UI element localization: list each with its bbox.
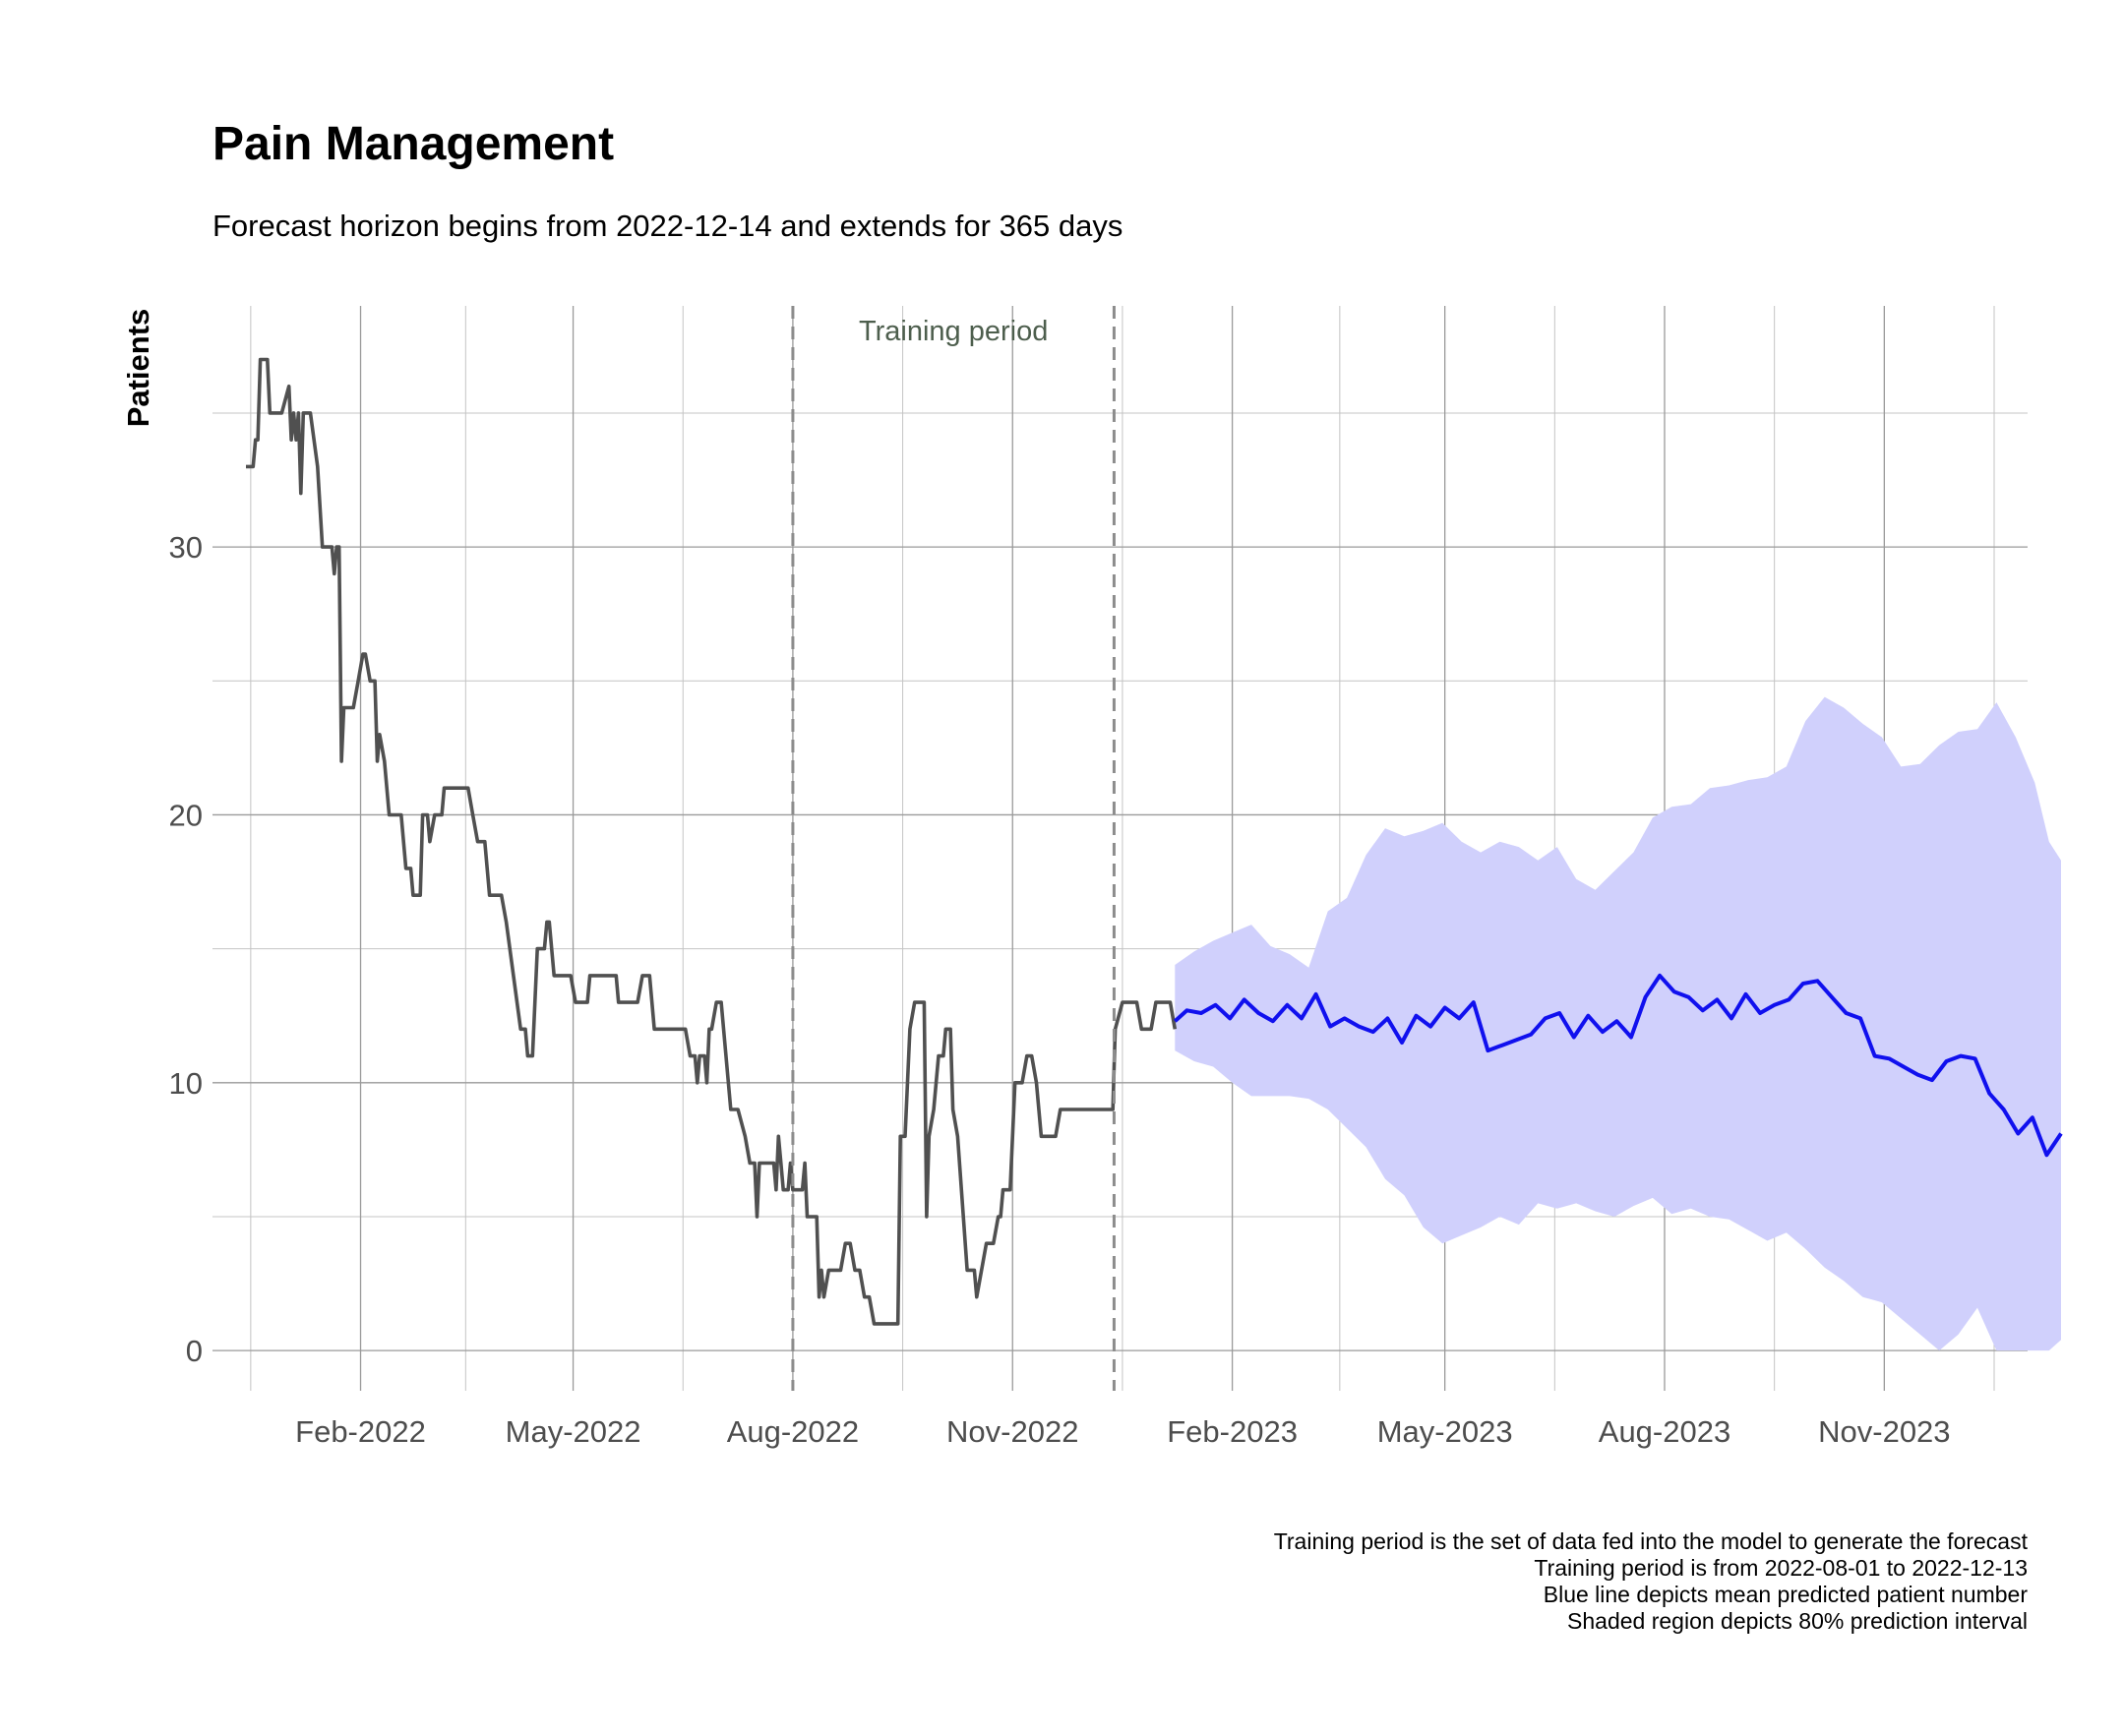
y-tick-label: 0 (186, 1334, 203, 1368)
y-tick-label: 30 (169, 530, 203, 565)
caption-line: Training period is from 2022-08-01 to 20… (1534, 1555, 2028, 1581)
x-tick-label: Feb-2022 (295, 1414, 426, 1449)
caption-line: Shaded region depicts 80% prediction int… (1567, 1608, 2028, 1634)
series-layer (246, 357, 2063, 1326)
y-tick-label: 20 (169, 798, 203, 832)
x-axis-ticks: Feb-2022 May-2022 Aug-2022 Nov-2022 Feb-2023… (295, 1414, 1950, 1449)
y-axis-ticks: 0 10 20 30 (169, 530, 203, 1368)
chart-title: Pain Management (212, 118, 614, 170)
training-period-boundaries (791, 306, 1116, 1391)
x-tick-label: Nov-2023 (1818, 1414, 1950, 1449)
y-tick-label: 10 (169, 1066, 203, 1101)
x-tick-label: May-2023 (1377, 1414, 1513, 1449)
chart-subtitle: Forecast horizon begins from 2022-12-14 … (212, 209, 1123, 243)
caption-line: Blue line depicts mean predicted patient… (1544, 1582, 2029, 1607)
y-axis-label: Patients (121, 309, 155, 428)
training-period-label: Training period (859, 316, 1048, 347)
x-tick-label: Feb-2023 (1167, 1414, 1298, 1449)
observed-series-line (246, 357, 1178, 1326)
x-tick-label: Aug-2023 (1599, 1414, 1730, 1449)
chart-caption: Training period is the set of data fed i… (1274, 1528, 2029, 1634)
caption-line: Training period is the set of data fed i… (1274, 1528, 2029, 1554)
x-tick-label: Aug-2022 (727, 1414, 859, 1449)
x-tick-label: May-2022 (506, 1414, 641, 1449)
x-tick-label: Nov-2022 (946, 1414, 1078, 1449)
forecast-mean-line (1173, 973, 2063, 1158)
